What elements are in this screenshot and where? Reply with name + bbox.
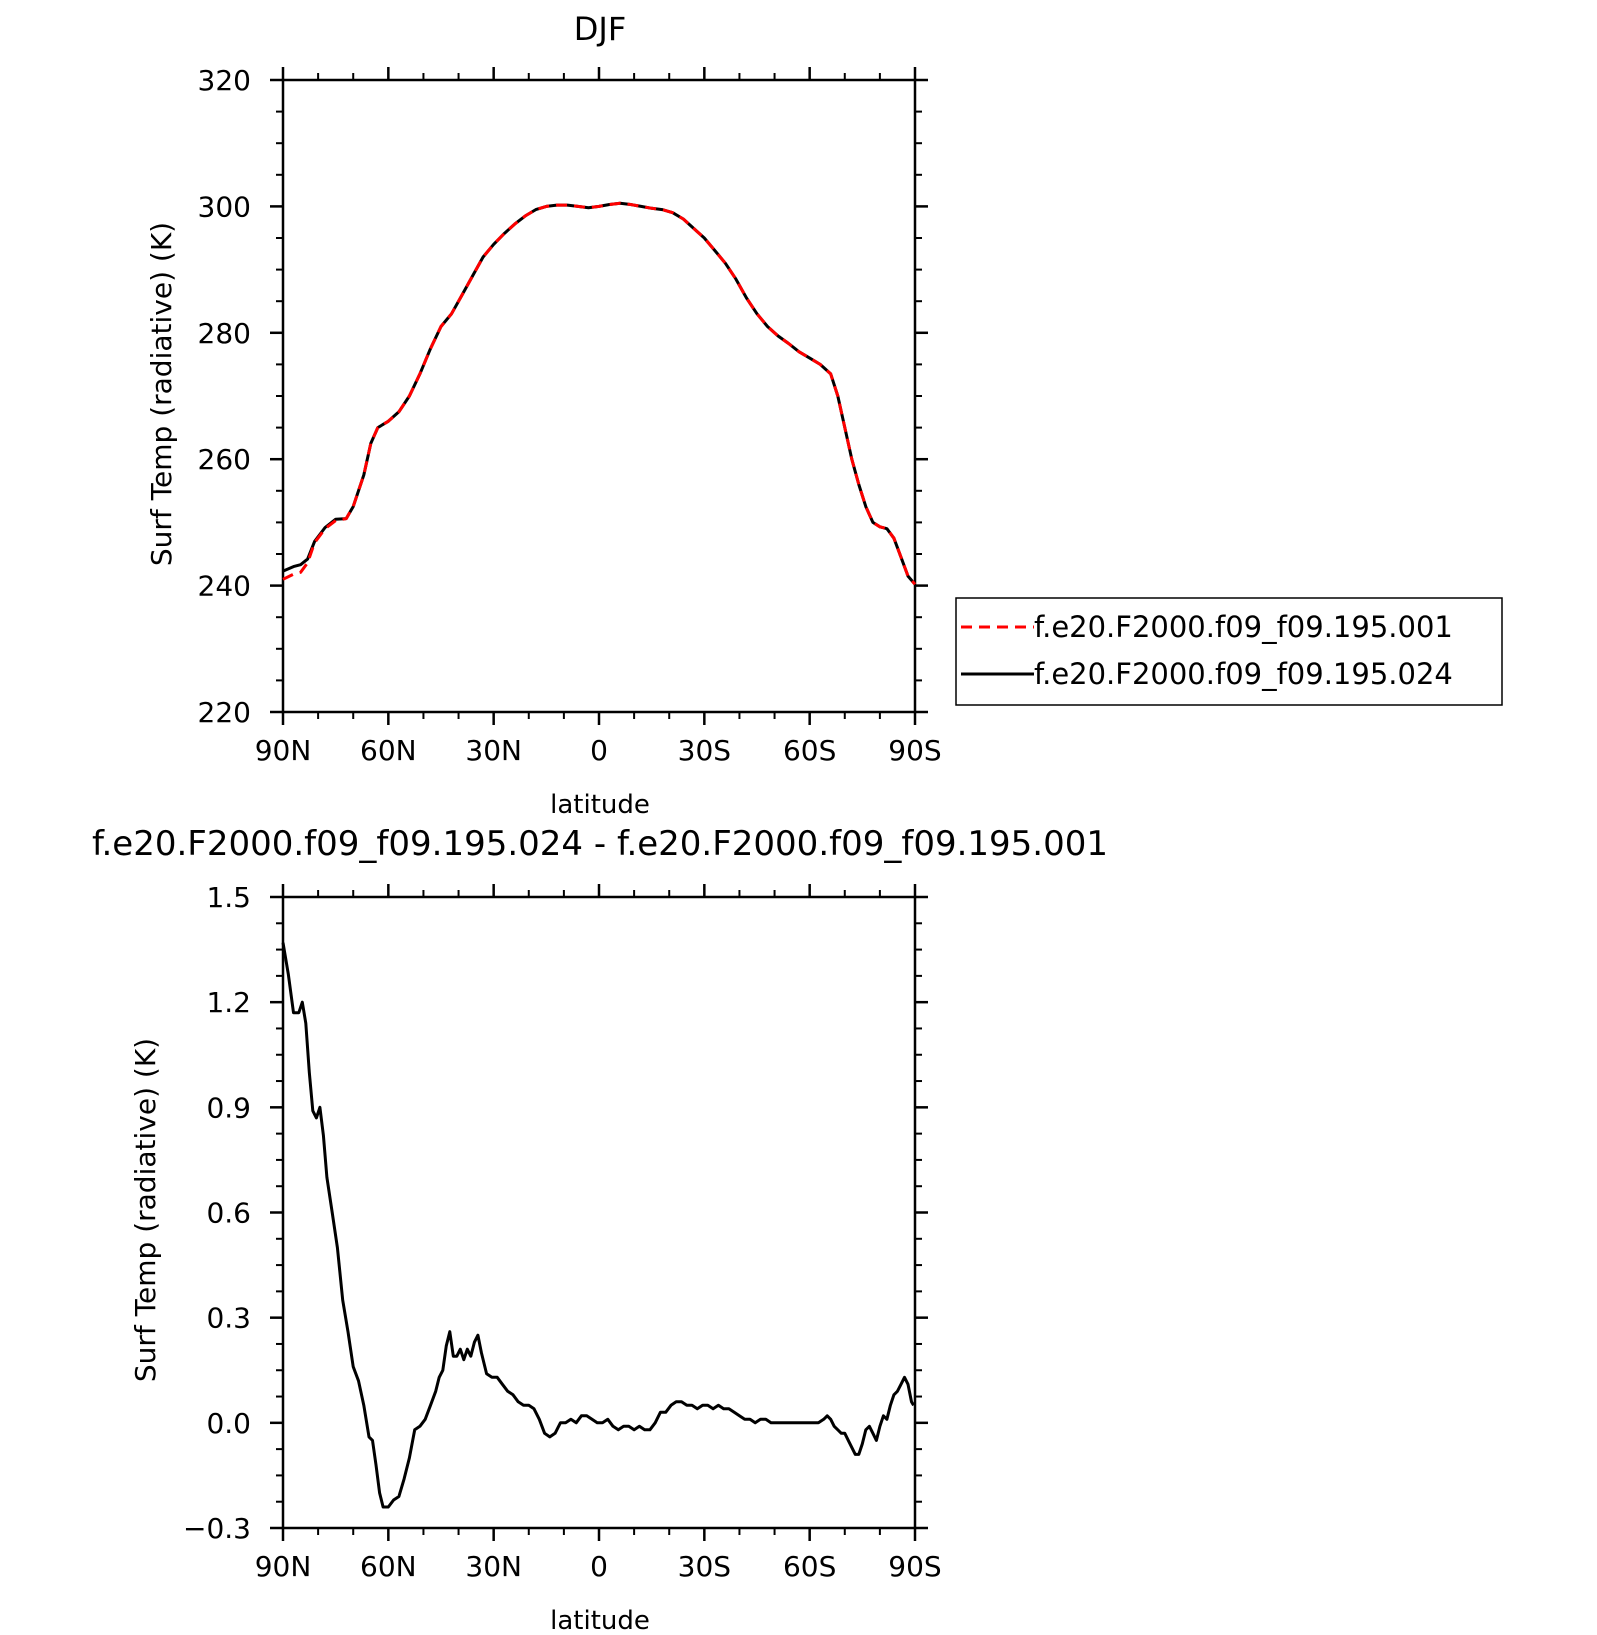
y-tick-label: 0.0: [206, 1407, 251, 1440]
legend: f.e20.F2000.f09_f09.195.001 f.e20.F2000.…: [955, 597, 1503, 706]
x-tick-label: 60S: [783, 1550, 836, 1583]
chart-title: DJF: [574, 10, 626, 48]
x-tick-label: 60S: [783, 734, 836, 767]
plot-frame: [281, 895, 917, 1530]
x-tick-label: 30N: [465, 734, 522, 767]
series-group: [281, 942, 915, 1509]
y-tick-label: 0.3: [206, 1302, 251, 1335]
chart-title: f.e20.F2000.f09_f09.195.024 - f.e20.F200…: [92, 824, 1108, 864]
series-line-0: [282, 201, 917, 586]
y-tick-label: 280: [198, 317, 251, 350]
axes-group: 90N 60N 30N 0 30S 60S 90S −0.3 0.0 0.3 0.6 0.9 1.2 1.…: [183, 881, 942, 1583]
x-tick-label: 30S: [678, 1550, 731, 1583]
axes-group: 90N 60N 30N 0 30S 60S 90S 220 240 260 280 300 320: [198, 64, 942, 767]
y-axis-label: Surf Temp (radiative) (K): [129, 1038, 162, 1382]
y-tick-label: 0.9: [206, 1091, 251, 1124]
x-tick-label: 90S: [888, 734, 941, 767]
y-tick-label: 300: [198, 190, 251, 223]
y-tick-label: 1.5: [206, 881, 251, 914]
series-line-0: [281, 942, 915, 1509]
plot-frame: [281, 78, 917, 714]
x-tick-label: 0: [590, 734, 608, 767]
y-tick-label: 0.6: [206, 1197, 251, 1230]
legend-box: [955, 597, 1503, 706]
x-tick-label: 60N: [360, 734, 417, 767]
legend-entry-001: f.e20.F2000.f09_f09.195.001: [1034, 610, 1453, 644]
y-tick-label: 220: [198, 696, 251, 729]
x-tick-label: 30S: [678, 734, 731, 767]
x-tick-label: 90N: [255, 734, 312, 767]
series-group: [282, 201, 917, 586]
x-tick-label: 90N: [255, 1550, 312, 1583]
x-axis-label: latitude: [550, 1606, 650, 1635]
x-tick-label: 30N: [465, 1550, 522, 1583]
y-tick-label: 320: [198, 64, 251, 97]
legend-entry-024: f.e20.F2000.f09_f09.195.024: [1034, 657, 1453, 691]
y-tick-label: −0.3: [183, 1512, 251, 1545]
y-tick-label: 260: [198, 443, 251, 476]
y-axis-label: Surf Temp (radiative) (K): [145, 222, 178, 566]
plot-area-frame: [281, 78, 917, 714]
chart-panel-djf: DJF 90N 60N 30N 0 30S 60S 90S 220 240 260 280 300 32…: [145, 10, 1503, 820]
plot-area-frame: [281, 895, 917, 1530]
x-tick-label: 60N: [360, 1550, 417, 1583]
x-tick-label: 0: [590, 1550, 608, 1583]
x-tick-label: 90S: [888, 1550, 941, 1583]
y-tick-label: 1.2: [206, 986, 251, 1019]
chart-panel-difference: f.e20.F2000.f09_f09.195.024 - f.e20.F200…: [92, 824, 1108, 1635]
y-tick-label: 240: [198, 570, 251, 603]
series-line-1: [282, 201, 917, 586]
x-axis-label: latitude: [550, 790, 650, 820]
